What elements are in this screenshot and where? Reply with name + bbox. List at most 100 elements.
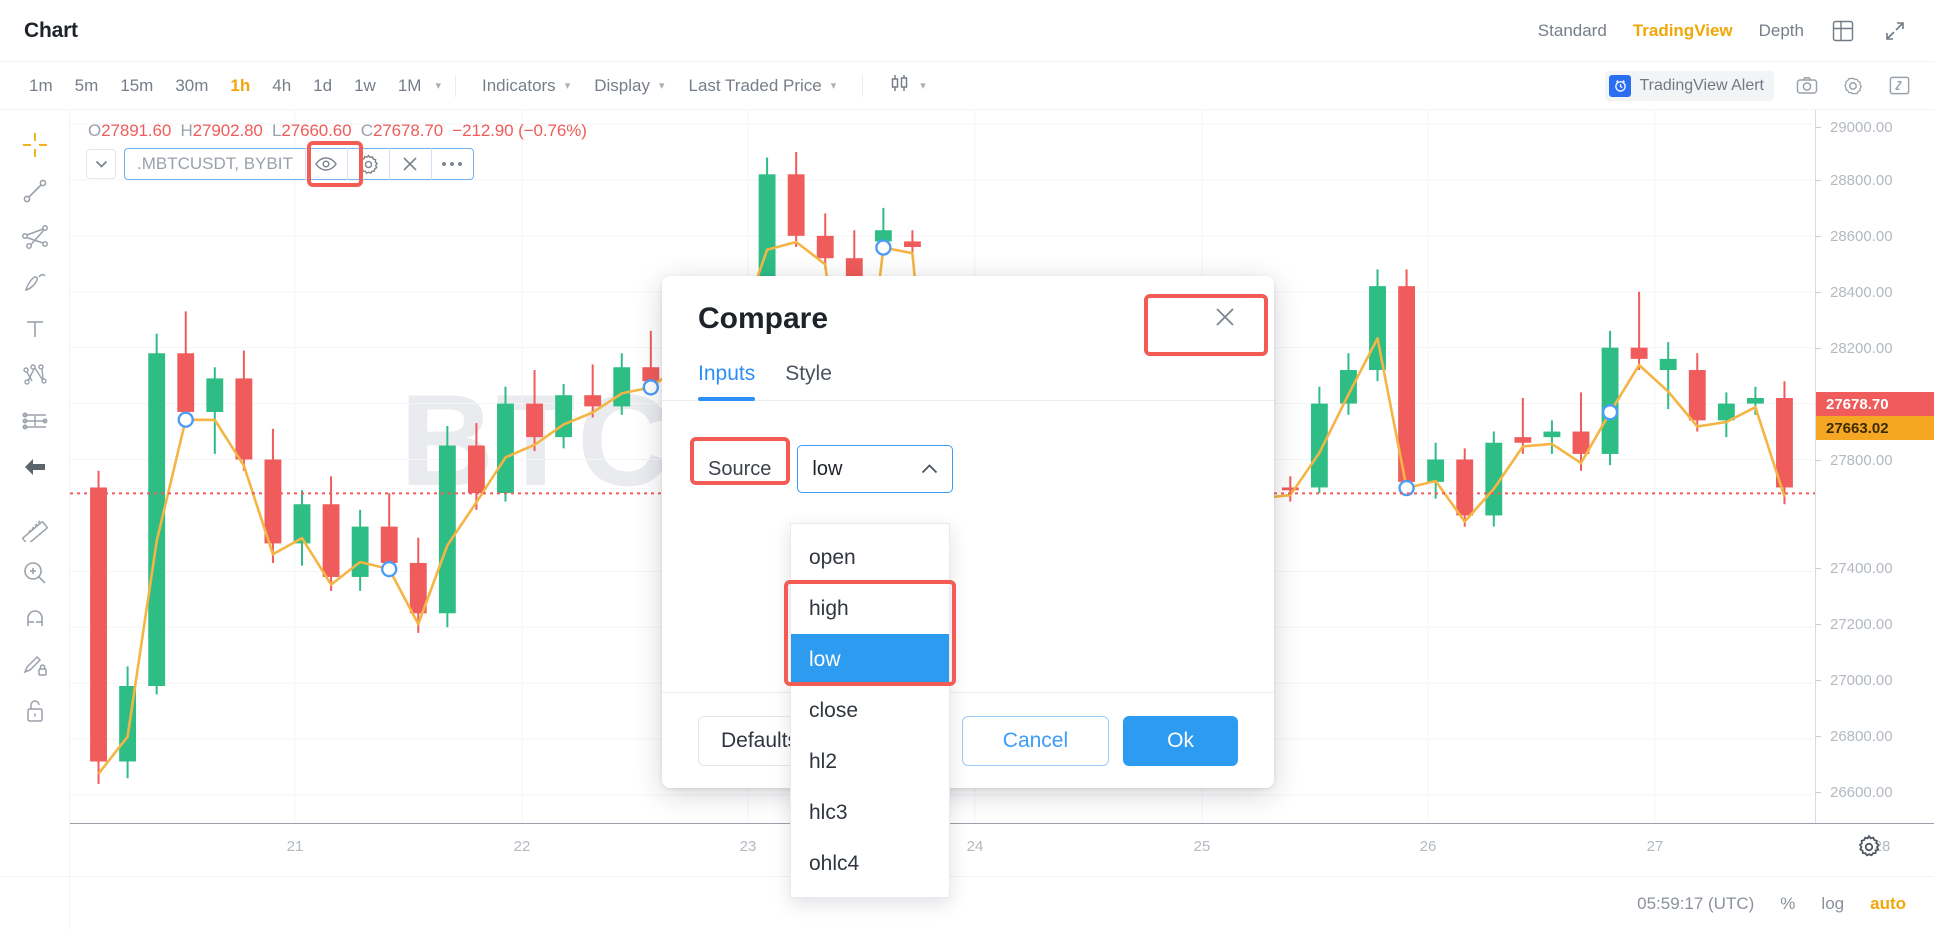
brush-tool-icon[interactable]: [9, 260, 61, 306]
gear-icon[interactable]: [1856, 834, 1882, 865]
timeframe-group: 1m 5m 15m 30m 1h 4h 1d 1w 1M ▾: [18, 72, 441, 100]
ohlc-low-label: L: [272, 121, 282, 140]
symbol-legend-box: .MBTCUSDT, BYBIT: [124, 148, 474, 180]
text-tool-icon[interactable]: [9, 306, 61, 352]
dialog-title: Compare: [698, 302, 829, 335]
timeframe-1w[interactable]: 1w: [354, 75, 376, 95]
ohlc-high-value: 27902.80: [192, 121, 263, 140]
dialog-body: Source low: [662, 401, 1274, 692]
time-tick: 22: [513, 838, 531, 855]
time-tick: 24: [966, 838, 984, 855]
symbol-name[interactable]: .MBTCUSDT, BYBIT: [137, 154, 293, 173]
ok-button[interactable]: Ok: [1123, 715, 1238, 766]
time-tick: 27: [1646, 838, 1664, 855]
close-icon[interactable]: [388, 148, 431, 180]
measure-ruler-icon[interactable]: [9, 504, 61, 550]
candle-style-menu[interactable]: ▾: [877, 69, 938, 102]
more-horizontal-icon[interactable]: [430, 148, 473, 180]
header-tab-standard[interactable]: Standard: [1537, 20, 1607, 40]
price-tick: 28600.00: [1815, 228, 1893, 245]
dropdown-option-hlc3[interactable]: hlc3: [809, 800, 848, 824]
indicators-menu[interactable]: Indicators ▾: [470, 72, 582, 100]
display-menu-label: Display: [594, 75, 650, 95]
price-tick: 27200.00: [1815, 616, 1893, 633]
price-tick: 26600.00: [1815, 784, 1893, 801]
symbol-legend: .MBTCUSDT, BYBIT: [86, 141, 474, 187]
timeframe-30m[interactable]: 30m: [175, 75, 209, 95]
dropdown-option-open[interactable]: open: [809, 545, 856, 569]
tab-style[interactable]: Style: [785, 362, 832, 385]
settings-circle-icon[interactable]: [1840, 73, 1866, 99]
pitchfork-tool-icon[interactable]: [9, 214, 61, 260]
time-tick: 23: [739, 838, 757, 855]
alarm-clock-icon: [1609, 74, 1632, 97]
dropdown-option-high[interactable]: high: [809, 596, 849, 620]
crosshair-tool-icon[interactable]: [9, 122, 61, 168]
zoom-in-icon[interactable]: [9, 550, 61, 596]
position-tool-icon[interactable]: [9, 398, 61, 444]
chevron-up-icon: [921, 461, 938, 478]
tradingview-alert-label: TradingView Alert: [1639, 76, 1764, 94]
price-tick: 27800.00: [1815, 452, 1893, 469]
last-traded-price-label: Last Traded Price: [688, 75, 822, 95]
tradingview-alert-button[interactable]: TradingView Alert: [1605, 70, 1774, 101]
timeframe-1d[interactable]: 1d: [313, 75, 333, 95]
log-scale-toggle[interactable]: log: [1821, 893, 1845, 913]
ohlc-low-value: 27660.60: [281, 121, 352, 140]
source-select[interactable]: low: [797, 445, 954, 493]
indicator-price-badge: 27663.02: [1816, 416, 1934, 440]
timeframe-15m[interactable]: 15m: [120, 75, 154, 95]
dialog-header: Compare: [662, 276, 1274, 362]
close-icon[interactable]: [1212, 304, 1238, 335]
timeframe-5m[interactable]: 5m: [74, 75, 99, 95]
timeframe-1M[interactable]: 1M: [397, 75, 422, 95]
camera-icon[interactable]: [1794, 73, 1820, 99]
dropdown-option-close[interactable]: close: [809, 698, 859, 722]
price-axis[interactable]: 29000.00 28800.00 28600.00 28400.00 2820…: [1815, 110, 1934, 823]
chevron-down-icon[interactable]: [86, 149, 116, 179]
grid-layout-icon[interactable]: [1830, 18, 1856, 44]
ohlc-readout: O27891.60 H27902.80 L27660.60 C27678.70 …: [88, 121, 587, 141]
pencil-lock-icon[interactable]: [9, 642, 61, 688]
drawing-toolbar: [0, 110, 70, 930]
magnet-icon[interactable]: [9, 596, 61, 642]
dropdown-option-ohlc4[interactable]: ohlc4: [809, 851, 860, 875]
last-traded-price-menu[interactable]: Last Traded Price ▾: [677, 72, 849, 100]
dropdown-option-hl2[interactable]: hl2: [809, 749, 838, 773]
timeframe-4h[interactable]: 4h: [272, 75, 292, 95]
price-tick: 28400.00: [1815, 284, 1893, 301]
ohlc-close-label: C: [360, 121, 373, 140]
time-axis[interactable]: 21 22 23 24 25 26 27 28: [70, 823, 1934, 871]
price-tick: 27400.00: [1815, 560, 1893, 577]
gear-icon[interactable]: [346, 148, 389, 180]
fullscreen-icon[interactable]: [1886, 73, 1912, 99]
tab-inputs[interactable]: Inputs: [698, 362, 756, 401]
status-bar: 05:59:17 (UTC) % log auto: [0, 876, 1934, 930]
indicators-menu-label: Indicators: [481, 75, 556, 95]
dialog-footer: Defaults Cancel Ok: [662, 294, 1274, 788]
eye-icon[interactable]: [304, 148, 347, 180]
trend-line-tool-icon[interactable]: [9, 168, 61, 214]
header-tab-depth[interactable]: Depth: [1758, 20, 1804, 40]
dropdown-option-low[interactable]: low: [791, 634, 949, 685]
toolbar-divider: [454, 74, 456, 97]
chevron-down-icon: ▾: [658, 80, 665, 92]
timeframe-1h[interactable]: 1h: [230, 75, 251, 95]
lock-icon[interactable]: [9, 688, 61, 734]
header-right-group: Standard TradingView Depth: [1538, 18, 1908, 44]
display-menu[interactable]: Display ▾: [582, 72, 676, 100]
price-tick: 28800.00: [1815, 172, 1893, 189]
timeframe-1m[interactable]: 1m: [29, 75, 53, 95]
auto-scale-toggle[interactable]: auto: [1870, 893, 1906, 913]
dialog-tabs: Inputs Style: [662, 362, 1274, 401]
toolbar-divider-2: [862, 74, 864, 97]
arrow-back-icon[interactable]: [9, 444, 61, 490]
pattern-tool-icon[interactable]: [9, 352, 61, 398]
percent-scale-toggle[interactable]: %: [1780, 893, 1796, 913]
expand-icon[interactable]: [1882, 18, 1908, 44]
chevron-down-icon[interactable]: ▾: [435, 80, 441, 92]
cancel-button[interactable]: Cancel: [961, 715, 1110, 766]
header-tab-tradingview[interactable]: TradingView: [1632, 20, 1733, 40]
source-select-value: low: [812, 457, 843, 480]
ohlc-high-label: H: [180, 121, 193, 140]
